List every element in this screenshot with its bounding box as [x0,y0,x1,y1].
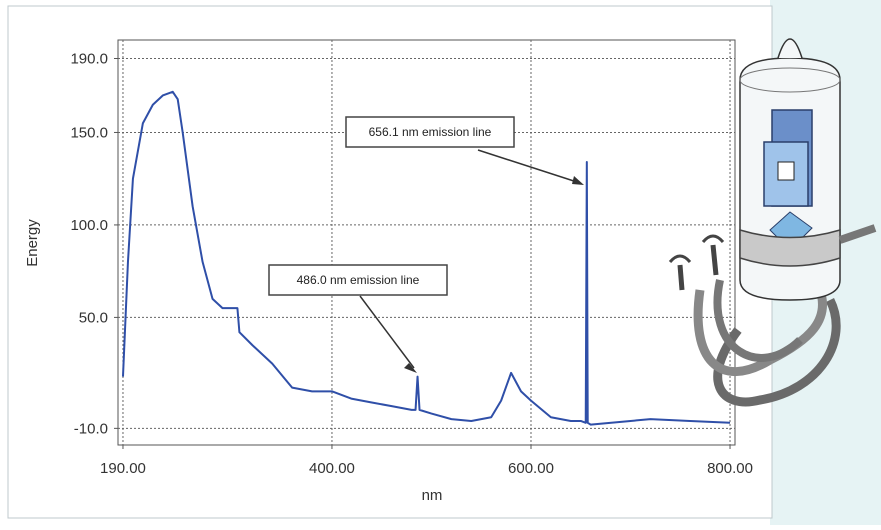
lamp-illustration [668,38,877,407]
arrow-head [404,363,417,373]
annotation-arrow [477,149,581,184]
grid: -10.0 50.0 100.0 150.0 190.0 190.00 400.00 600.… [70,40,753,477]
series [121,90,731,426]
cable [713,279,803,362]
bulb-rim [739,67,841,93]
annotation-arrow [359,295,415,369]
chart-frame [7,5,773,519]
collar [739,228,841,267]
y-axis-title: Energy [24,219,41,267]
spectrum-line [121,90,731,426]
aperture [777,161,795,181]
terminal [677,244,719,291]
annotation-box [268,264,448,296]
x-axis-title: nm [422,487,443,504]
bulb-tip [777,38,803,59]
plot-area [117,39,736,446]
x-tick-label: 800.00 [707,460,753,477]
x-tick-label: 600.00 [508,460,554,477]
x-tick-label: 190.00 [100,460,146,477]
y-tick-label: 100.0 [70,217,108,234]
x-tick-label: 400.00 [309,460,355,477]
arrow-head [572,176,584,185]
y-tick-label: 190.0 [70,50,108,67]
y-tick-label: 50.0 [79,309,108,326]
annotation: 656.1 nm emission line [369,125,492,139]
y-tick-label: 150.0 [70,124,108,141]
annotation: 486.0 nm emission line [297,273,420,287]
terminal-ring [668,234,725,264]
annotation-box [345,116,515,148]
cable [838,224,877,244]
cable [693,288,828,376]
y-tick-label: -10.0 [74,420,108,437]
